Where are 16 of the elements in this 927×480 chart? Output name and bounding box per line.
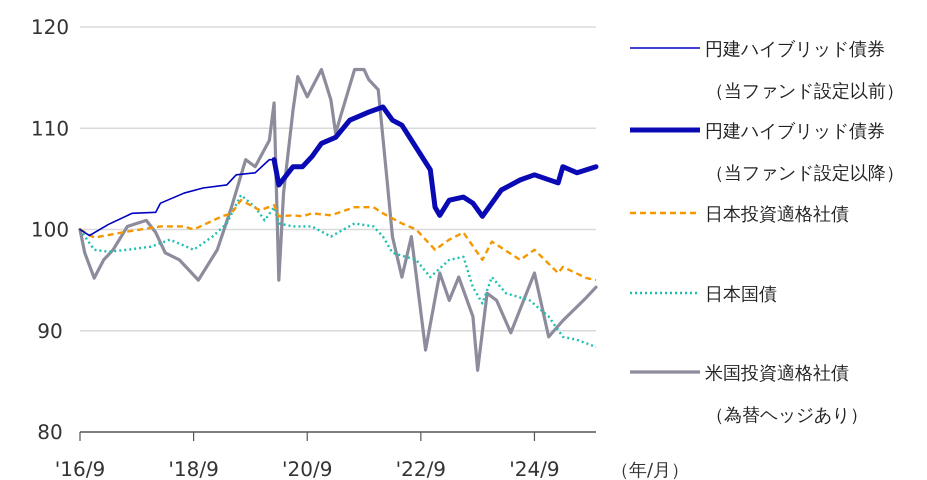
y-tick-label: 80 bbox=[37, 420, 63, 444]
y-tick-label: 100 bbox=[30, 218, 70, 242]
x-tick-label: '24/9 bbox=[509, 457, 560, 480]
x-tick-label: '22/9 bbox=[396, 457, 446, 480]
y-tick-label: 120 bbox=[30, 15, 70, 39]
legend-label: 米国投資適格社債（為替ヘッジあり） bbox=[705, 363, 868, 426]
y-tick-label: 90 bbox=[37, 318, 63, 343]
x-tick-label: '16/9 bbox=[54, 457, 106, 480]
x-tick-label: '20/9 bbox=[282, 457, 332, 480]
x-axis-title: （年/月） bbox=[610, 460, 690, 480]
legend-label: 円建ハイブリッド債券（当ファンド設定以降） bbox=[705, 121, 904, 184]
x-tick-label: '18/9 bbox=[168, 457, 219, 480]
legend-label: 日本投資適格社債 bbox=[705, 204, 849, 225]
legend-label: 円建ハイブリッド債券（当ファンド設定以前） bbox=[705, 39, 904, 102]
legend-label: 日本国債 bbox=[705, 284, 777, 305]
y-tick-label: 110 bbox=[30, 116, 70, 140]
